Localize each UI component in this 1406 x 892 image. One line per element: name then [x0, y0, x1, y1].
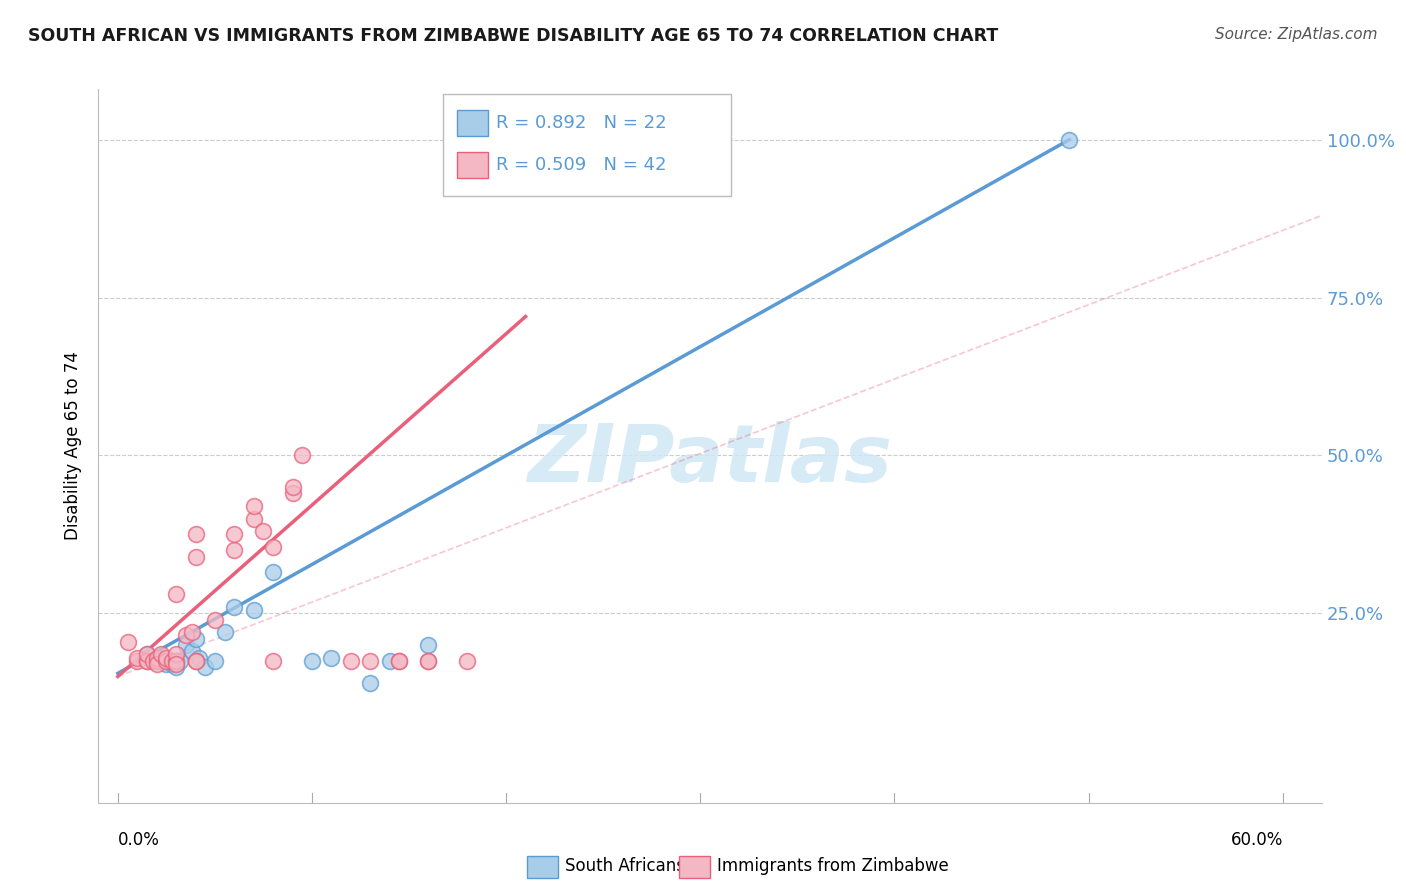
- Point: [456, 654, 478, 668]
- Point: [252, 524, 274, 539]
- Point: [160, 654, 183, 668]
- Text: R = 0.509   N = 42: R = 0.509 N = 42: [496, 156, 666, 174]
- Point: [136, 654, 159, 668]
- Point: [262, 566, 284, 580]
- Point: [142, 654, 165, 668]
- Point: [418, 638, 440, 652]
- Point: [242, 499, 264, 513]
- Point: [127, 650, 149, 665]
- Point: [155, 657, 177, 671]
- Point: [165, 648, 187, 662]
- Point: [388, 654, 411, 668]
- Point: [378, 654, 401, 668]
- Text: 0.0%: 0.0%: [118, 831, 160, 849]
- Point: [165, 660, 187, 674]
- Point: [214, 625, 236, 640]
- Point: [160, 657, 183, 671]
- Point: [165, 654, 187, 668]
- Point: [180, 644, 202, 658]
- Point: [136, 654, 159, 668]
- Point: [169, 654, 191, 668]
- Point: [388, 654, 411, 668]
- Point: [242, 511, 264, 525]
- Point: [127, 654, 149, 668]
- Text: ZIPatlas: ZIPatlas: [527, 421, 893, 500]
- Point: [359, 654, 381, 668]
- Point: [136, 648, 159, 662]
- Point: [145, 657, 167, 671]
- Text: Immigrants from Zimbabwe: Immigrants from Zimbabwe: [717, 857, 949, 875]
- Y-axis label: Disability Age 65 to 74: Disability Age 65 to 74: [65, 351, 83, 541]
- Point: [145, 654, 167, 668]
- Text: SOUTH AFRICAN VS IMMIGRANTS FROM ZIMBABWE DISABILITY AGE 65 TO 74 CORRELATION CH: SOUTH AFRICAN VS IMMIGRANTS FROM ZIMBABW…: [28, 27, 998, 45]
- Point: [180, 625, 202, 640]
- Point: [165, 587, 187, 601]
- Point: [418, 654, 440, 668]
- Point: [359, 675, 381, 690]
- Point: [224, 543, 246, 558]
- Point: [204, 654, 226, 668]
- Point: [281, 480, 304, 494]
- Text: 60.0%: 60.0%: [1230, 831, 1282, 849]
- Point: [184, 527, 207, 541]
- Point: [145, 650, 167, 665]
- Point: [184, 654, 207, 668]
- Point: [188, 650, 211, 665]
- Point: [117, 634, 139, 648]
- Point: [155, 650, 177, 665]
- Point: [224, 527, 246, 541]
- Point: [149, 648, 172, 662]
- Point: [204, 613, 226, 627]
- Point: [194, 660, 217, 674]
- Text: Source: ZipAtlas.com: Source: ZipAtlas.com: [1215, 27, 1378, 42]
- Point: [184, 632, 207, 646]
- Text: R = 0.892   N = 22: R = 0.892 N = 22: [496, 114, 666, 132]
- Point: [281, 486, 304, 500]
- Point: [136, 648, 159, 662]
- Point: [145, 654, 167, 668]
- Point: [165, 657, 187, 671]
- Point: [224, 600, 246, 615]
- Point: [184, 654, 207, 668]
- Point: [418, 654, 440, 668]
- Point: [321, 650, 343, 665]
- Point: [262, 654, 284, 668]
- Point: [340, 654, 363, 668]
- Point: [155, 654, 177, 668]
- Point: [174, 638, 197, 652]
- Point: [301, 654, 323, 668]
- Point: [1057, 133, 1080, 147]
- Point: [291, 449, 314, 463]
- Point: [174, 628, 197, 642]
- Point: [242, 603, 264, 617]
- Point: [262, 540, 284, 554]
- Text: South Africans: South Africans: [565, 857, 685, 875]
- Point: [184, 549, 207, 564]
